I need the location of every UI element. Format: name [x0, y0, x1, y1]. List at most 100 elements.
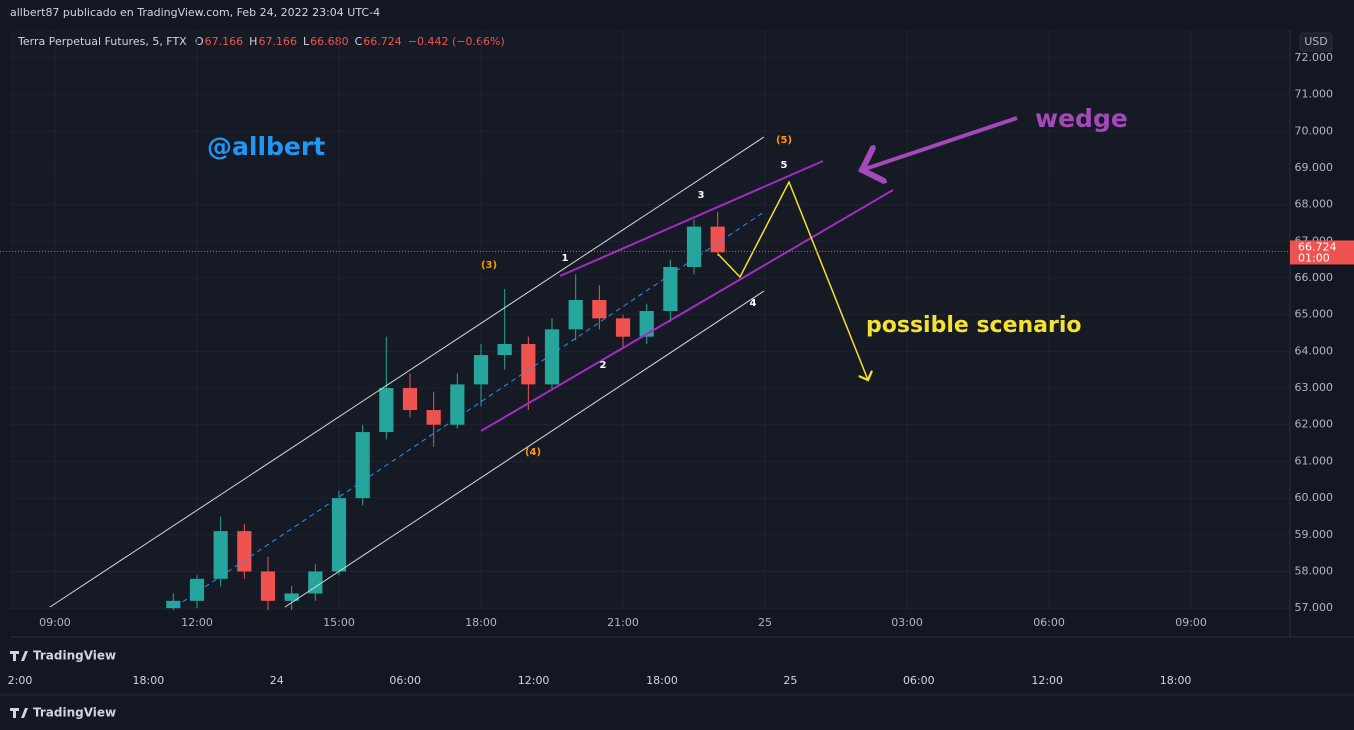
drawings	[49, 116, 1018, 608]
ohlc-value: 67.166	[258, 35, 297, 48]
wave-label: 2	[600, 360, 607, 371]
currency-box	[1299, 32, 1333, 52]
candle-body	[592, 300, 607, 319]
logo	[10, 708, 28, 718]
x-tick-label: 03:00	[891, 616, 923, 629]
brand: TradingView	[33, 649, 116, 663]
x-tick-label: 15:00	[323, 616, 355, 629]
handle: @allbert	[207, 132, 325, 161]
channel-mid	[174, 211, 765, 608]
candle-body	[450, 384, 465, 425]
lower-tick-label: 18:00	[1160, 674, 1192, 687]
candle-body	[663, 266, 678, 312]
candle-body	[402, 388, 418, 411]
change: −0.442 (−0.66%)	[408, 35, 505, 48]
candle-body	[473, 355, 489, 385]
wedge-arrow	[862, 116, 1018, 170]
ohlc-key: C	[355, 35, 363, 48]
wedge-label: wedge	[1035, 104, 1128, 133]
lower-tick-label: 06:00	[389, 674, 421, 687]
y-tick-label: 58.000	[1295, 564, 1334, 577]
y-tick-label: 70.000	[1295, 124, 1334, 137]
ohlc-key: H	[249, 35, 257, 48]
price-tag-value: 66.724	[1298, 240, 1337, 253]
annotations: @allbert wedge possible scenario (3) (4)…	[207, 104, 1128, 458]
axes: 57.000 58.000 59.000 60.000 61.000 62.000 63.0…	[0, 51, 1354, 629]
wave-label: 5	[781, 160, 788, 171]
ohlc-key: L	[303, 35, 310, 48]
candle-body	[308, 571, 323, 594]
wave-label: 1	[562, 253, 569, 264]
lower-tick-label: 12:00	[1031, 674, 1063, 687]
wedge-lower	[480, 189, 894, 432]
footer-bg	[0, 640, 1354, 730]
x-tick-label: 21:00	[607, 616, 639, 629]
y-tick-label: 69.000	[1295, 161, 1334, 174]
candle-body	[426, 410, 441, 425]
lower-timeline: 2:00 18:00 24 06:00 12:00 18:00 25 06:00 12:00 18…	[8, 674, 1192, 687]
x-tick-label: 09:00	[1175, 616, 1207, 629]
y-tick-label: 72.000	[1295, 51, 1334, 64]
y-tick-label: 60.000	[1295, 491, 1334, 504]
lower-tick-label: 24	[270, 674, 284, 687]
candles	[166, 211, 725, 610]
ohlc-value: 66.724	[363, 35, 402, 48]
candle-body	[331, 498, 347, 572]
wave-label: 3	[698, 190, 705, 201]
candle-body	[379, 388, 394, 433]
candle-body	[355, 432, 370, 499]
candle-body	[497, 344, 512, 356]
channel-lower	[284, 290, 765, 608]
y-tick-label: 62.000	[1295, 418, 1334, 431]
y-tick-label: 64.000	[1295, 344, 1334, 357]
lower-tick-label: 2:00	[8, 674, 33, 687]
y-tick-label: 68.000	[1295, 198, 1334, 211]
lower-tick-label: 12:00	[518, 674, 550, 687]
lower-tick-label: 25	[783, 674, 797, 687]
y-tick-label: 71.000	[1295, 88, 1334, 101]
price-tag-time: 01:00	[1298, 251, 1330, 264]
x-tick-label: 12:00	[181, 616, 213, 629]
brand: TradingView	[33, 706, 116, 720]
y-tick-label: 59.000	[1295, 528, 1334, 541]
candle-body	[686, 226, 702, 267]
y-tick-label: 65.000	[1295, 308, 1334, 321]
logo	[10, 651, 28, 661]
candle-body	[639, 311, 654, 337]
candle-body	[544, 329, 560, 385]
y-tick-label: 63.000	[1295, 381, 1334, 394]
candle-body	[284, 593, 299, 601]
ohlc-value: 66.680	[310, 35, 349, 48]
y-tick-label: 61.000	[1295, 454, 1334, 467]
wave-label: (4)	[525, 447, 541, 458]
candle-body	[615, 318, 631, 337]
y-tick-label: 57.000	[1295, 601, 1334, 614]
scenario-label: possible scenario	[866, 313, 1082, 338]
lower-tick-label: 06:00	[903, 674, 935, 687]
lower-tick-label: 18:00	[133, 674, 165, 687]
candle-body	[568, 300, 583, 330]
wave-label: 4	[750, 298, 757, 309]
x-tick-label: 09:00	[39, 616, 71, 629]
candle-body	[260, 571, 276, 601]
candle-body	[237, 531, 252, 572]
ohlc-key: O	[195, 35, 204, 48]
wave-label: (5)	[776, 135, 792, 146]
ohlc-value: 67.166	[205, 35, 244, 48]
symbol: Terra Perpetual Futures, 5, FTX	[17, 35, 187, 48]
y-tick-label: 66.000	[1295, 271, 1334, 284]
candle-body	[189, 578, 205, 601]
price-tag	[1290, 240, 1354, 265]
candle-body	[213, 531, 228, 579]
currency: USD	[1304, 35, 1328, 48]
wedge-upper	[559, 160, 824, 277]
header-title: allbert87 publicado en TradingView.com, …	[10, 6, 380, 19]
wave-label: (3)	[481, 260, 497, 271]
x-tick-label: 18:00	[465, 616, 497, 629]
scenario-path	[717, 180, 868, 380]
lower-tick-label: 18:00	[646, 674, 678, 687]
x-tick-label: 25	[758, 616, 772, 629]
x-tick-label: 06:00	[1033, 616, 1065, 629]
channel-upper	[49, 136, 765, 608]
